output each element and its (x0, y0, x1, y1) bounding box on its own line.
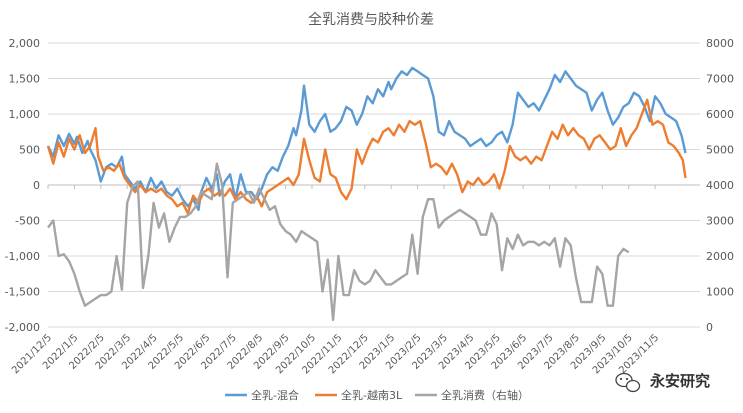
y-left-tick-label: 1,500 (9, 73, 41, 86)
y-right-tick-label: 4000 (706, 179, 734, 192)
y-right-tick-label: 3000 (706, 215, 734, 228)
series-line-2 (46, 98, 687, 215)
watermark: 永安研究 (615, 372, 710, 393)
y-right-tick-label: 8000 (706, 37, 734, 50)
y-right-tick-label: 0 (706, 321, 713, 334)
y-left-tick-label: 2,000 (9, 37, 41, 50)
y-right-tick-label: 7000 (706, 73, 734, 86)
y-left-tick-label: 1,000 (9, 108, 41, 121)
wechat-icon (615, 372, 641, 393)
series-lines (46, 66, 687, 322)
y-left-tick-label: 500 (19, 144, 40, 157)
legend: 全乳-混合 全乳-越南3L 全乳消费（右轴） (225, 388, 529, 402)
chart-title: 全乳消费与胶种价差 (308, 11, 434, 28)
y-left-tick-label: -500 (15, 215, 40, 228)
legend-label: 全乳-混合 (251, 388, 299, 402)
y-left-tick-label: -1,000 (5, 250, 40, 263)
y-left-tick-label: -1,500 (5, 286, 40, 299)
y-axis-right: 0 1000 2000 3000 4000 5000 6000 7000 8000 (706, 37, 734, 334)
legend-label: 全乳-越南3L (341, 388, 403, 402)
y-axis-left: -2,000 -1,500 -1,000 -500 0 500 1,000 1,500 2,00… (5, 37, 40, 334)
y-left-tick-label: -2,000 (5, 321, 40, 334)
series-line-3 (47, 162, 630, 322)
y-right-tick-label: 1000 (706, 286, 734, 299)
y-left-tick-label: 0 (33, 179, 40, 192)
y-right-tick-label: 5000 (706, 144, 734, 157)
y-right-tick-label: 6000 (706, 108, 734, 121)
series-line-1 (46, 66, 687, 212)
watermark-text: 永安研究 (649, 372, 710, 390)
y-right-tick-label: 2000 (706, 250, 734, 263)
legend-label: 全乳消费（右轴） (441, 388, 529, 402)
